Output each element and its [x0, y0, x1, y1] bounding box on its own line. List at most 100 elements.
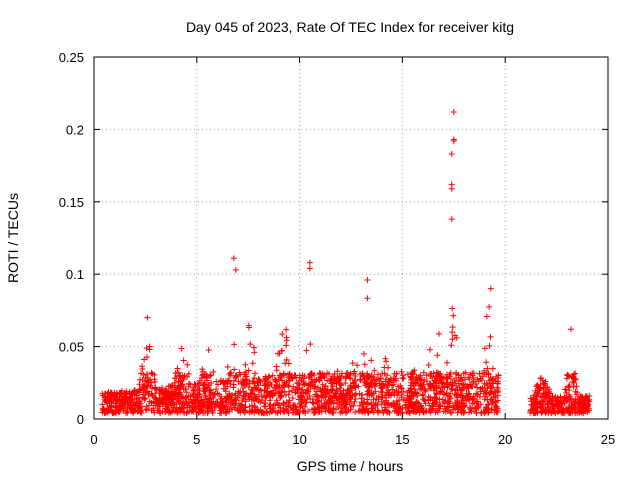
data-point — [99, 409, 106, 416]
data-point — [242, 376, 249, 383]
data-point — [146, 398, 153, 405]
data-point — [483, 359, 490, 366]
data-point — [492, 407, 499, 414]
data-point — [171, 382, 178, 389]
data-point — [246, 403, 253, 410]
data-point — [397, 382, 404, 389]
data-point — [245, 384, 252, 391]
data-point — [357, 377, 364, 384]
data-point — [465, 391, 472, 398]
data-point — [454, 386, 461, 393]
data-point — [334, 368, 341, 375]
y-tick-label: 0.25 — [59, 50, 84, 65]
data-point — [113, 397, 120, 404]
data-point — [427, 346, 434, 353]
data-point — [449, 305, 456, 312]
data-point — [312, 377, 319, 384]
data-point — [305, 374, 312, 381]
data-point — [357, 371, 364, 378]
data-point — [396, 403, 403, 410]
data-point — [190, 408, 197, 415]
data-point — [162, 390, 169, 397]
data-point — [420, 369, 427, 376]
data-point — [166, 383, 173, 390]
data-point — [426, 385, 433, 392]
data-point — [432, 395, 439, 402]
data-point — [269, 372, 276, 379]
data-point — [439, 384, 446, 391]
data-point — [449, 324, 456, 331]
data-point — [144, 354, 151, 361]
data-point — [177, 408, 184, 415]
data-point — [212, 390, 219, 397]
data-point — [527, 407, 534, 414]
data-point — [558, 409, 565, 416]
data-point — [217, 395, 224, 402]
x-tick-label: 20 — [498, 432, 512, 447]
data-point — [431, 377, 438, 384]
data-point — [303, 347, 310, 354]
data-point — [180, 376, 187, 383]
data-point — [579, 394, 586, 401]
data-point — [224, 395, 231, 402]
data-point — [277, 394, 284, 401]
data-point — [276, 372, 283, 379]
data-point — [322, 393, 329, 400]
data-point — [448, 185, 455, 192]
data-point — [302, 399, 309, 406]
data-point — [242, 371, 249, 378]
data-point — [272, 377, 279, 384]
x-tick-label: 5 — [193, 432, 200, 447]
data-point — [364, 388, 371, 395]
data-point — [322, 400, 329, 407]
data-point — [144, 314, 151, 321]
data-point — [134, 403, 141, 410]
data-point — [144, 406, 151, 413]
data-point — [534, 390, 541, 397]
data-point — [117, 389, 124, 396]
data-point — [227, 380, 234, 387]
data-point — [452, 380, 459, 387]
data-point — [232, 372, 239, 379]
data-point — [473, 409, 480, 416]
data-point — [336, 401, 343, 408]
data-point — [369, 405, 376, 412]
data-point — [371, 382, 378, 389]
data-point — [349, 360, 356, 367]
data-point — [292, 389, 299, 396]
data-point — [142, 389, 149, 396]
data-point — [463, 397, 470, 404]
data-point — [329, 383, 336, 390]
data-point — [372, 388, 379, 395]
data-point — [216, 391, 223, 398]
y-tick-label: 0.2 — [66, 122, 84, 137]
data-point — [477, 401, 484, 408]
data-point — [281, 388, 288, 395]
x-tick-label: 0 — [90, 432, 97, 447]
data-point — [251, 404, 258, 411]
y-tick-label: 0 — [77, 412, 84, 427]
data-point — [279, 331, 286, 338]
data-point — [328, 377, 335, 384]
data-point — [390, 400, 397, 407]
data-point — [321, 385, 328, 392]
data-point — [372, 404, 379, 411]
data-point — [573, 383, 580, 390]
data-point — [492, 398, 499, 405]
data-point — [377, 375, 384, 382]
data-point — [280, 400, 287, 407]
data-point — [285, 410, 292, 417]
data-point — [399, 372, 406, 379]
x-tick-label: 25 — [601, 432, 615, 447]
data-point — [322, 383, 329, 390]
data-point — [290, 407, 297, 414]
data-point — [270, 406, 277, 413]
data-point — [194, 383, 201, 390]
data-point — [539, 403, 546, 410]
data-point — [562, 386, 569, 393]
data-point — [108, 389, 115, 396]
data-point — [437, 388, 444, 395]
data-point — [351, 368, 358, 375]
data-point — [307, 371, 314, 378]
data-point — [183, 389, 190, 396]
